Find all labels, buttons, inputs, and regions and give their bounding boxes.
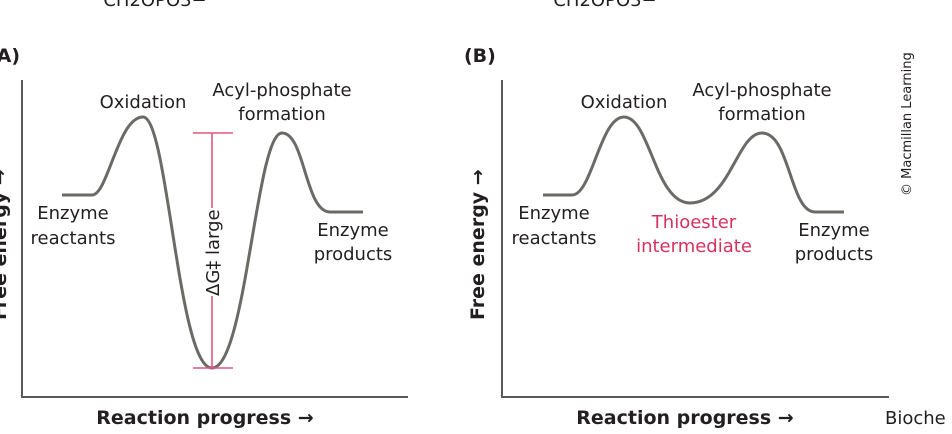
panel-b-thioester-line1: Thioester (651, 212, 737, 233)
panel-b-products-line2: products (795, 244, 874, 265)
formula-a: CH2OPO3− (103, 0, 206, 11)
panel-a-acyl-line1: Acyl-phosphate (212, 80, 351, 101)
panel-b-axes (501, 80, 889, 398)
panel-a-acyl-line2: formation (238, 104, 325, 125)
panel-b-products-line1: Enzyme (798, 220, 870, 241)
panel-b-acyl-line2: formation (718, 104, 805, 125)
panel-b-reactants-line2: reactants (512, 228, 597, 249)
delta-g-bar (193, 132, 233, 369)
panel-a-label: (A) (0, 45, 20, 67)
caption-fragment: Bioche (885, 408, 946, 429)
panel-b-acyl-line1: Acyl-phosphate (692, 80, 831, 101)
delta-g-label: ΔG‡ large (203, 209, 224, 296)
panel-b-thioester-line2: intermediate (636, 236, 752, 257)
panel-b-reactants-line1: Enzyme (518, 203, 590, 224)
panel-b-x-axis-label: Reaction progress → (576, 407, 793, 429)
panel-a: (A) Free energy → ΔG‡ large Oxidation Ac… (0, 45, 408, 429)
panel-a-products-line2: products (314, 244, 393, 265)
panel-a-oxidation: Oxidation (100, 92, 187, 113)
panel-a-x-axis-label: Reaction progress → (96, 407, 313, 429)
panel-b-y-axis-label: Free energy → (467, 169, 489, 320)
panel-a-axes (21, 80, 408, 398)
panel-a-reactants-line1: Enzyme (37, 203, 109, 224)
panel-a-products-line1: Enzyme (317, 220, 389, 241)
panel-a-reactants-line2: reactants (31, 228, 116, 249)
panel-a-y-axis-label: Free energy → (0, 169, 11, 320)
copyright: © Macmillan Learning (900, 52, 915, 196)
formula-b: CH2OPO3− (553, 0, 656, 11)
panel-b: (B) Free energy → Oxidation Acyl-phospha… (464, 45, 889, 429)
panel-b-label: (B) (464, 45, 496, 67)
panel-b-energy-curve (543, 115, 844, 214)
panel-b-oxidation: Oxidation (581, 92, 668, 113)
